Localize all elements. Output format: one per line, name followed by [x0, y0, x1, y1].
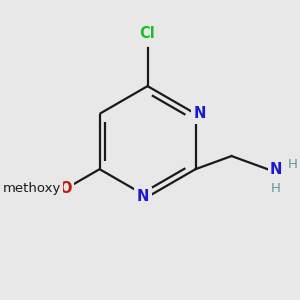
Text: Cl: Cl	[140, 26, 155, 41]
Text: N: N	[270, 162, 282, 177]
Text: N: N	[137, 189, 149, 204]
Text: O: O	[59, 181, 72, 196]
Text: H: H	[288, 158, 298, 171]
Text: methoxy: methoxy	[3, 182, 61, 195]
Text: H: H	[271, 182, 281, 195]
Text: N: N	[194, 106, 206, 121]
